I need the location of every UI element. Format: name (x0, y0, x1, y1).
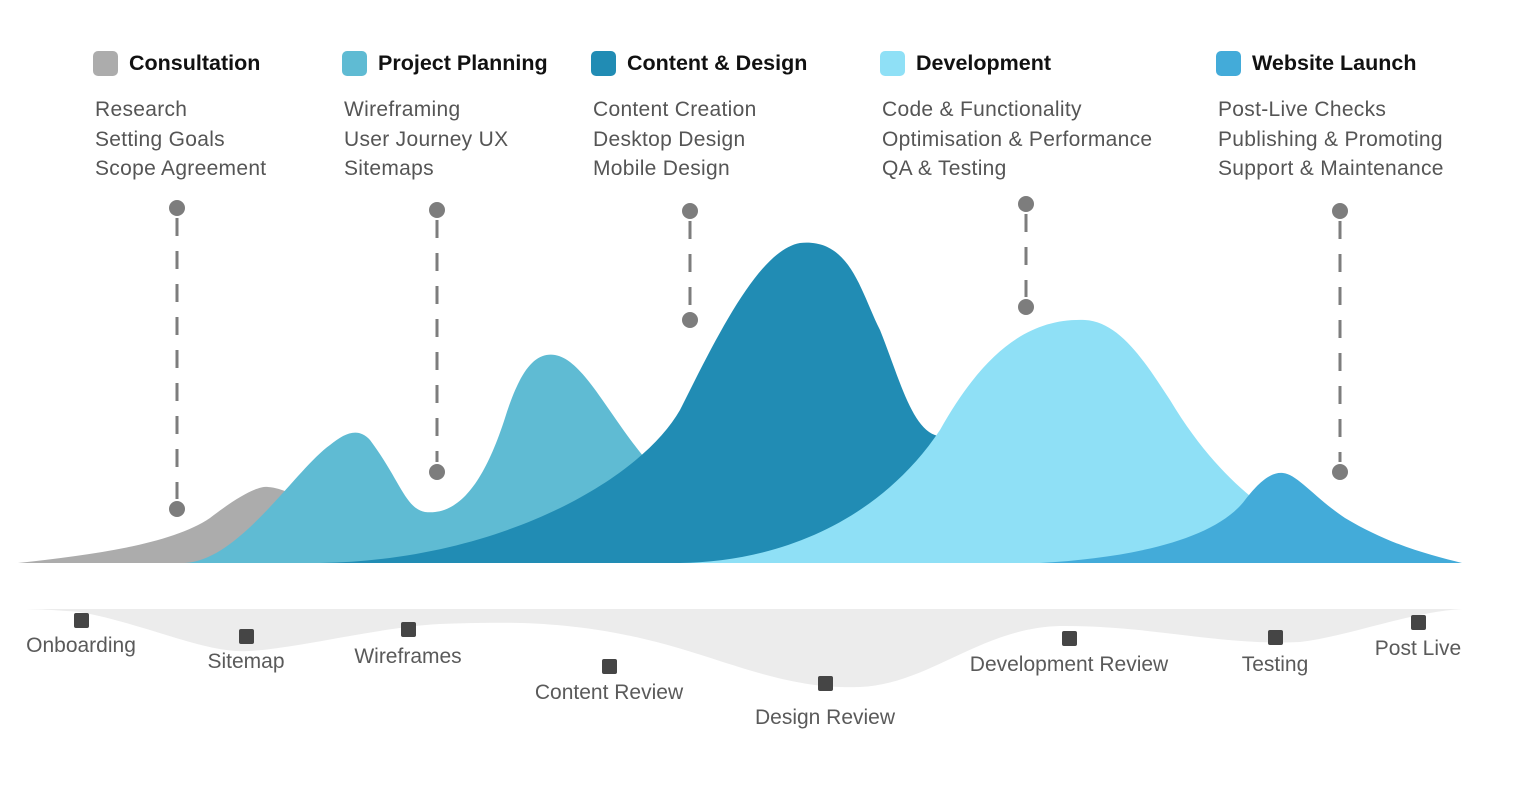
milestone-marker (401, 622, 416, 637)
milestone-label: Testing (1241, 653, 1309, 676)
phase-title: Content & Design (627, 50, 808, 75)
development-connector-top-dot (1018, 196, 1034, 212)
milestone-label: Wireframes (354, 645, 462, 668)
planning-connector-top-dot (429, 202, 445, 218)
phase-design: Content & Design Content Creation Deskto… (591, 48, 807, 184)
launch-swatch (1216, 50, 1241, 76)
consultation-connector-top-dot (169, 200, 185, 216)
phase-item: Wireframing (344, 98, 461, 121)
phase-item: Sitemaps (344, 157, 434, 180)
milestone-marker (1268, 630, 1283, 645)
phase-title: Project Planning (378, 50, 548, 75)
launch-connector-top-dot (1332, 203, 1348, 219)
milestone-label: Sitemap (207, 650, 285, 673)
milestone-label: Development Review (969, 653, 1169, 676)
phase-development: Development Code & Functionality Optimis… (880, 48, 1152, 184)
milestone-label: Post Live (1374, 637, 1462, 660)
phase-item: Code & Functionality (882, 98, 1082, 121)
design-mountain (320, 242, 1020, 564)
design-swatch (591, 50, 616, 76)
phase-item: Support & Maintenance (1218, 157, 1444, 180)
phase-item: Mobile Design (593, 157, 730, 180)
phase-item: Setting Goals (95, 127, 225, 151)
phase-connectors (169, 196, 1348, 517)
phase-title: Consultation (129, 50, 261, 75)
phase-item: Post-Live Checks (1218, 98, 1387, 121)
milestone-label: Design Review (754, 706, 896, 729)
phase-item: Desktop Design (593, 127, 746, 151)
phase-item: Research (95, 98, 188, 121)
launch-mountain (1040, 472, 1462, 563)
milestone-label: Content Review (534, 681, 684, 704)
phase-planning: Project Planning Wireframing User Journe… (342, 48, 548, 184)
phase-consultation: Consultation Research Setting Goals Scop… (93, 48, 266, 184)
phase-title: Development (916, 50, 1052, 75)
design-connector-top-dot (682, 203, 698, 219)
consultation-swatch (93, 50, 118, 76)
milestone-marker (74, 613, 89, 628)
design-connector-bottom-dot (682, 312, 698, 328)
development-connector-bottom-dot (1018, 299, 1034, 315)
phase-item: QA & Testing (882, 157, 1007, 180)
launch-connector-bottom-dot (1332, 464, 1348, 480)
phase-launch: Website Launch Post-Live Checks Publishi… (1216, 48, 1444, 184)
phase-item: Publishing & Promoting (1218, 127, 1443, 151)
milestone-marker (818, 676, 833, 691)
phase-item: Content Creation (593, 98, 757, 121)
milestone-band (20, 609, 1462, 688)
phase-title: Website Launch (1252, 50, 1417, 75)
consultation-connector-bottom-dot (169, 501, 185, 517)
milestone-marker (1411, 615, 1426, 630)
development-mountain (680, 319, 1300, 563)
milestone-label: Onboarding (26, 634, 136, 657)
milestone-marker (1062, 631, 1077, 646)
milestone-marker (602, 659, 617, 674)
milestone-marker (239, 629, 254, 644)
development-swatch (880, 50, 905, 76)
phase-item: Scope Agreement (95, 157, 267, 180)
phase-item: User Journey UX (344, 127, 509, 151)
planning-connector-bottom-dot (429, 464, 445, 480)
planning-swatch (342, 50, 367, 76)
phase-item: Optimisation & Performance (882, 127, 1153, 151)
